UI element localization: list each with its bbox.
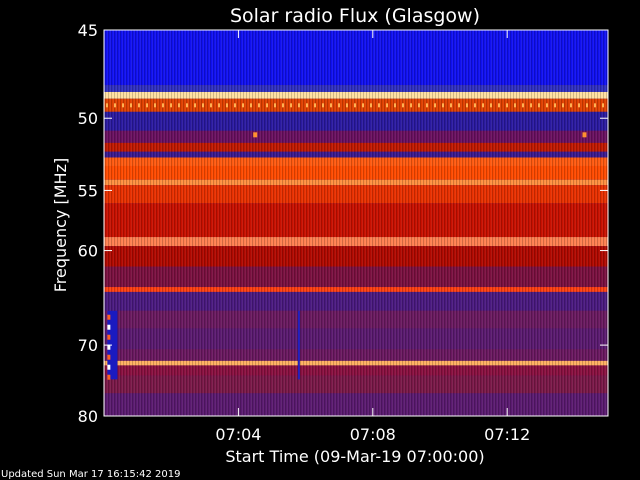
spike-mark xyxy=(418,103,420,108)
burst-dot xyxy=(253,132,258,138)
spike-mark xyxy=(530,103,532,108)
spike-mark xyxy=(514,103,516,108)
spike-mark xyxy=(434,103,436,108)
y-tick-label: 55 xyxy=(78,181,98,200)
plot-frame xyxy=(103,29,609,417)
spike-mark xyxy=(266,103,268,108)
interference-pixel xyxy=(107,364,111,370)
spike-mark xyxy=(594,103,596,108)
spike-mark xyxy=(586,103,588,108)
spike-mark xyxy=(234,103,236,108)
spike-mark xyxy=(386,103,388,108)
spike-mark xyxy=(314,103,316,108)
spike-mark xyxy=(522,103,524,108)
y-tick-label: 60 xyxy=(78,242,98,261)
spike-mark xyxy=(410,103,412,108)
spike-mark xyxy=(122,103,124,108)
interference-pixel xyxy=(107,354,111,360)
spike-mark xyxy=(178,103,180,108)
spike-mark xyxy=(210,103,212,108)
spike-mark xyxy=(338,103,340,108)
spike-mark xyxy=(602,103,604,108)
spike-mark xyxy=(298,103,300,108)
spike-mark xyxy=(474,103,476,108)
y-tick-label: 45 xyxy=(78,21,98,40)
spike-mark xyxy=(194,103,196,108)
spike-mark xyxy=(546,103,548,108)
plot-area xyxy=(104,30,608,416)
burst-dot xyxy=(582,132,587,138)
spike-mark xyxy=(498,103,500,108)
spike-mark xyxy=(282,103,284,108)
spike-mark xyxy=(538,103,540,108)
spike-mark xyxy=(346,103,348,108)
interference-strip xyxy=(107,310,118,380)
spike-mark xyxy=(490,103,492,108)
spike-mark xyxy=(274,103,276,108)
spike-mark xyxy=(226,103,228,108)
y-tick-label: 70 xyxy=(78,336,98,355)
spike-mark xyxy=(170,103,172,108)
spike-mark xyxy=(482,103,484,108)
x-tick-label: 07:04 xyxy=(215,425,261,444)
spike-mark xyxy=(370,103,372,108)
chart-title: Solar radio Flux (Glasgow) xyxy=(230,5,480,27)
axes: 45 50 55 60 70 80 07:04 07:08 07:12 xyxy=(78,21,609,444)
spike-mark xyxy=(306,103,308,108)
x-axis-label: Start Time (09-Mar-19 07:00:00) xyxy=(225,447,484,466)
interference-pixel xyxy=(107,314,111,320)
spike-mark xyxy=(450,103,452,108)
spike-mark xyxy=(578,103,580,108)
noise-texture xyxy=(104,30,608,416)
spike-mark xyxy=(242,103,244,108)
interference-pixel xyxy=(107,344,111,350)
spike-mark xyxy=(202,103,204,108)
spike-mark xyxy=(466,103,468,108)
spike-mark xyxy=(114,103,116,108)
spike-mark xyxy=(362,103,364,108)
spike-mark xyxy=(290,103,292,108)
y-axis-label: Frequency [MHz] xyxy=(51,158,70,292)
spike-mark xyxy=(130,103,132,108)
x-tick-label: 07:08 xyxy=(350,425,396,444)
spike-mark xyxy=(186,103,188,108)
spike-mark xyxy=(322,103,324,108)
spike-mark xyxy=(218,103,220,108)
interference-pixel xyxy=(107,374,111,380)
spike-mark xyxy=(426,103,428,108)
spike-mark xyxy=(570,103,572,108)
spike-mark xyxy=(562,103,564,108)
spike-mark xyxy=(162,103,164,108)
spike-mark xyxy=(154,103,156,108)
x-tick-label: 07:12 xyxy=(484,425,530,444)
updated-timestamp: Updated Sun Mar 17 16:15:42 2019 xyxy=(1,469,180,480)
spike-mark xyxy=(554,103,556,108)
spike-mark xyxy=(458,103,460,108)
spike-mark xyxy=(250,103,252,108)
spike-mark xyxy=(146,103,148,108)
spike-mark xyxy=(354,103,356,108)
y-tick-label: 50 xyxy=(78,109,98,128)
spike-mark xyxy=(506,103,508,108)
interference-pixel xyxy=(107,324,111,330)
spike-mark xyxy=(402,103,404,108)
spike-mark xyxy=(394,103,396,108)
spike-mark xyxy=(258,103,260,108)
spike-mark xyxy=(442,103,444,108)
spike-mark xyxy=(138,103,140,108)
spike-mark xyxy=(378,103,380,108)
y-tick-label: 80 xyxy=(78,407,98,426)
spike-mark xyxy=(106,103,108,108)
spike-mark xyxy=(330,103,332,108)
interference-pixel xyxy=(107,334,111,340)
